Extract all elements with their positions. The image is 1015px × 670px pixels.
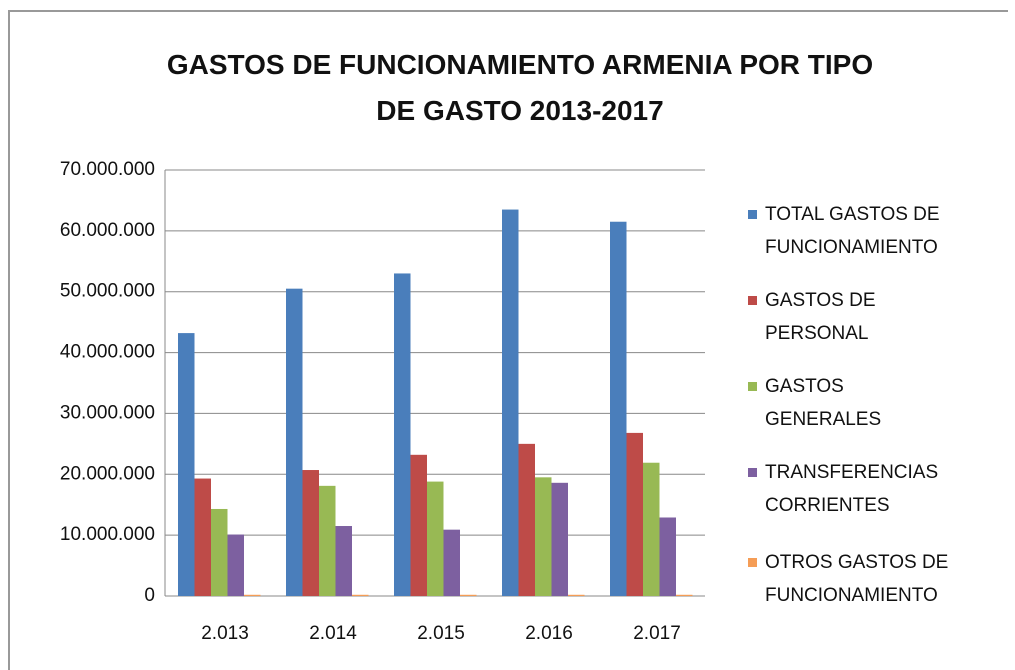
- bar: [335, 526, 352, 596]
- bar: [502, 209, 519, 597]
- bar: [178, 333, 195, 596]
- legend-label: OTROS GASTOS DE FUNCIONAMIENTO: [765, 552, 949, 606]
- legend-label: TOTAL GASTOS DE FUNCIONAMIENTO: [765, 204, 940, 258]
- bar: [659, 517, 676, 596]
- legend-swatch: [748, 296, 757, 305]
- x-tick-label: 2.013: [201, 623, 249, 644]
- legend-item: TRANSFERENCIAS CORRIENTES: [748, 456, 998, 522]
- bar: [568, 594, 585, 596]
- bar: [244, 594, 261, 596]
- legend-item: TOTAL GASTOS DE FUNCIONAMIENTO: [748, 198, 998, 264]
- frame: [8, 10, 1008, 670]
- legend-item: OTROS GASTOS DE FUNCIONAMIENTO: [748, 546, 998, 612]
- bar: [427, 481, 444, 596]
- bar: [410, 454, 427, 596]
- y-tick-label: 0: [144, 585, 155, 606]
- bar: [460, 594, 477, 596]
- bar: [518, 443, 535, 596]
- chart-title: GASTOS DE FUNCIONAMIENTO ARMENIA POR TIP…: [166, 49, 874, 126]
- legend-item: GASTOS DE PERSONAL: [748, 284, 998, 350]
- legend-swatch: [748, 558, 757, 567]
- bar: [211, 508, 228, 596]
- bar: [194, 478, 211, 596]
- legend-swatch: [748, 382, 757, 391]
- bar: [535, 477, 552, 596]
- legend-swatch: [748, 468, 757, 477]
- x-tick-label: 2.017: [633, 623, 681, 644]
- legend-label: GASTOS GENERALES: [765, 376, 882, 430]
- y-tick-label: 50.000.000: [60, 281, 155, 302]
- bar: [394, 273, 411, 596]
- bar: [643, 462, 660, 596]
- bar: [610, 221, 627, 596]
- legend-swatch: [748, 210, 757, 219]
- y-tick-label: 70.000.000: [60, 159, 155, 180]
- bar: [227, 534, 244, 596]
- y-tick-label: 20.000.000: [60, 463, 155, 484]
- legend-item: GASTOS GENERALES: [748, 370, 998, 436]
- legend-label: TRANSFERENCIAS CORRIENTES: [765, 462, 939, 516]
- bar: [319, 485, 336, 596]
- y-tick-label: 10.000.000: [60, 524, 155, 545]
- bar: [352, 594, 369, 596]
- bar: [302, 470, 319, 596]
- bar: [676, 594, 693, 596]
- bar: [626, 432, 643, 596]
- x-tick-label: 2.014: [309, 623, 357, 644]
- y-tick-label: 30.000.000: [60, 402, 155, 423]
- bar: [551, 482, 568, 596]
- x-tick-label: 2.015: [417, 623, 465, 644]
- y-tick-label: 60.000.000: [60, 220, 155, 241]
- bar: [286, 288, 303, 596]
- legend-label: GASTOS DE PERSONAL: [765, 290, 876, 344]
- y-tick-label: 40.000.000: [60, 342, 155, 363]
- bar: [443, 529, 460, 596]
- x-tick-label: 2.016: [525, 623, 573, 644]
